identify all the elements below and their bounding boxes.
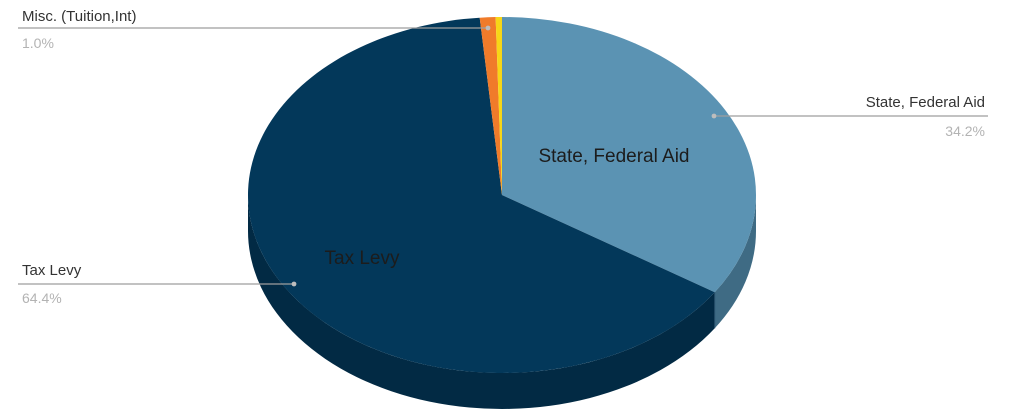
pie-side-state-federal-aid [714, 195, 756, 329]
pie-slice-tax-levy [247, 17, 715, 373]
pie-labels-layer: State, Federal Aid Tax Levy State, Federal… [18, 8, 988, 306]
callout-value-tax-levy: 64.4% [22, 290, 62, 306]
pie-slice-misc-tuition-int [479, 17, 502, 195]
callout-name-tax-levy: Tax Levy [22, 262, 82, 279]
leader-dot-misc-tuition-int [485, 25, 491, 31]
pie-side-tax-levy [248, 195, 715, 409]
inside-label-tax-levy: Tax Levy [325, 248, 400, 269]
inside-label-state-federal-aid: State, Federal Aid [538, 146, 689, 167]
leader-dot-tax-levy [291, 281, 297, 287]
pie-slice-slice-3 [495, 17, 502, 195]
pie-slice-state-federal-aid [502, 17, 757, 293]
callout-name-misc-tuition-int: Misc. (Tuition,Int) [22, 8, 136, 25]
callout-value-state-federal-aid: 34.2% [945, 123, 985, 139]
callout-name-state-federal-aid: State, Federal Aid [866, 94, 985, 111]
pie-depth-layer [248, 195, 756, 409]
callout-value-misc-tuition-int: 1.0% [22, 35, 54, 51]
pie-top-layer [247, 17, 757, 373]
leader-dot-state-federal-aid [711, 113, 717, 119]
